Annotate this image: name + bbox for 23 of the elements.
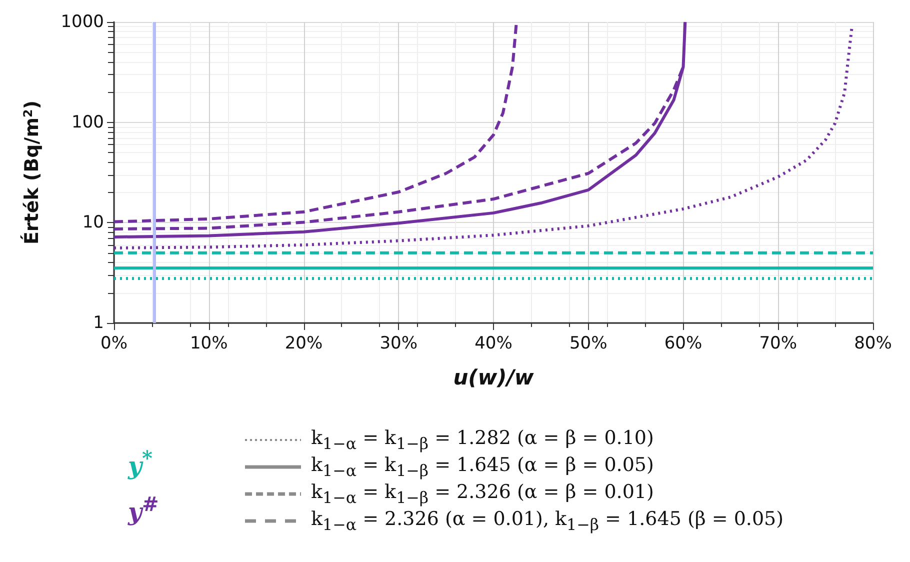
- x-axis-title: u(w)/w: [453, 366, 534, 390]
- x-tick-label: 80%: [854, 334, 892, 354]
- y-tick-label: 10: [82, 212, 104, 233]
- text: k$_{1−α}$ = k$_{1−β}$ = 1.645 (α = β = 0.05): [311, 454, 654, 480]
- text: k$_{1−α}$ = 2.326 (α = 0.01), k$_{1−β}$ = 1.645 (β = 0.05): [311, 508, 784, 534]
- text: y$^{*}$: [128, 446, 152, 480]
- text: k$_{1−α}$ = k$_{1−β}$ = 1.282 (α = β = 0.10): [311, 427, 654, 453]
- x-tick-label: 10%: [190, 334, 228, 354]
- x-tick-label: 0%: [100, 334, 128, 354]
- x-tick-label: 20%: [284, 334, 323, 354]
- x-tick-label: 40%: [474, 334, 512, 354]
- y-axis-title: Érték (Bq/m2): [20, 100, 43, 245]
- y-tick-label: 1000: [60, 12, 104, 32]
- x-tick-label: 60%: [664, 334, 702, 354]
- y-tick-label: 1: [93, 313, 104, 333]
- text: k$_{1−α}$ = k$_{1−β}$ = 2.326 (α = β = 0.01): [311, 481, 654, 507]
- x-tick-label: 50%: [569, 334, 608, 354]
- line-series: [112, 22, 518, 224]
- x-tick-label: 30%: [380, 334, 418, 354]
- x-tick-label: 70%: [759, 334, 798, 354]
- text: y$^{#}$: [128, 492, 159, 526]
- line-series: [112, 20, 687, 238]
- y-tick-label: 100: [72, 112, 104, 132]
